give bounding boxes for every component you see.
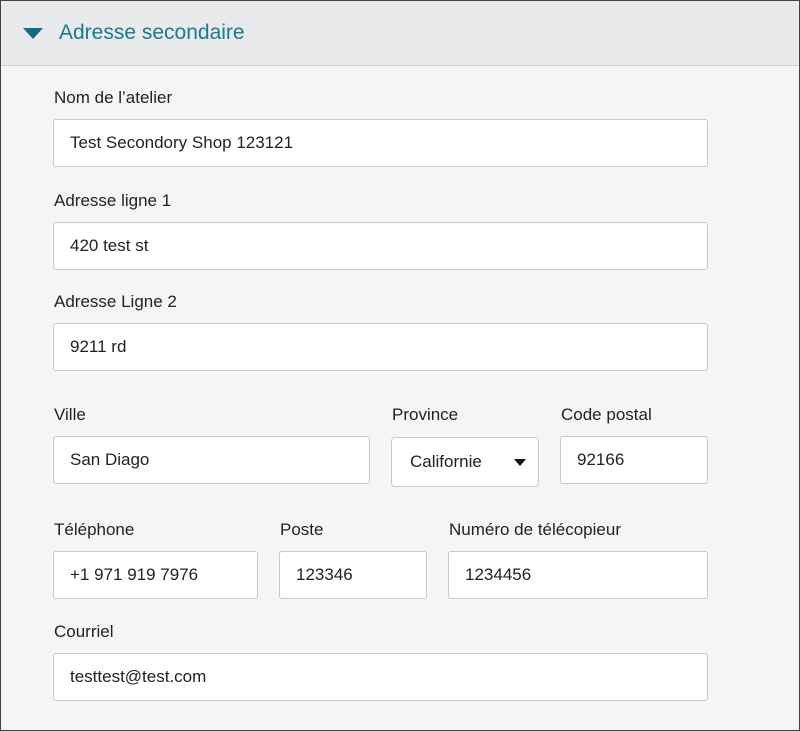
address2-label: Adresse Ligne 2 (54, 292, 177, 311)
fax-input[interactable] (448, 551, 708, 599)
ext-input[interactable] (279, 551, 427, 599)
shop-name-input[interactable] (53, 119, 708, 167)
caret-down-icon (23, 28, 43, 39)
postal-input[interactable] (560, 436, 708, 484)
city-input[interactable] (53, 436, 370, 484)
address1-label: Adresse ligne 1 (54, 191, 172, 210)
city-label: Ville (54, 405, 86, 424)
phone-label: Téléphone (54, 520, 135, 539)
section-title: Adresse secondaire (59, 21, 245, 44)
email-input[interactable] (53, 653, 708, 701)
ext-label: Poste (280, 520, 324, 539)
address2-input[interactable] (53, 323, 708, 371)
chevron-down-icon (514, 459, 526, 466)
province-value: Californie (410, 452, 482, 471)
section-header-toggle[interactable]: Adresse secondaire (1, 1, 799, 66)
phone-input[interactable] (53, 551, 258, 599)
province-select[interactable]: Californie (391, 437, 539, 487)
postal-label: Code postal (561, 405, 652, 424)
province-label: Province (392, 405, 459, 424)
fax-label: Numéro de télécopieur (449, 520, 621, 539)
email-label: Courriel (54, 622, 114, 641)
shop-name-label: Nom de l’atelier (54, 88, 173, 107)
address1-input[interactable] (53, 222, 708, 270)
